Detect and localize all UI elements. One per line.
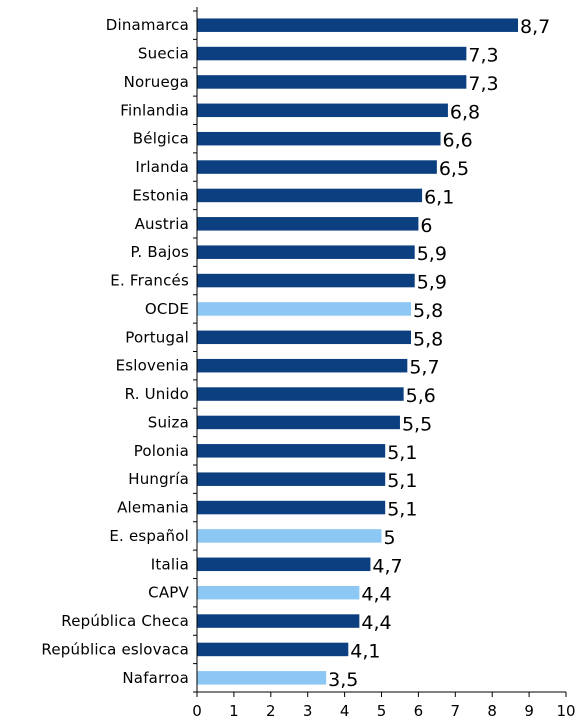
bar-polonia xyxy=(197,444,386,458)
bar-portugal xyxy=(197,330,412,345)
category-label: Eslovenia xyxy=(116,357,189,375)
value-label: 5,9 xyxy=(417,272,447,294)
bar-finlandia xyxy=(197,103,448,118)
value-label: 4,4 xyxy=(361,612,391,634)
bar-irlanda xyxy=(197,160,437,174)
bar-suecia xyxy=(197,46,467,61)
category-label: P. Bajos xyxy=(131,243,190,261)
value-label: 6,8 xyxy=(450,101,480,123)
value-label: 4,7 xyxy=(372,555,402,577)
category-label: OCDE xyxy=(145,300,189,318)
value-label: 5,8 xyxy=(413,328,443,350)
x-tick-label: 3 xyxy=(303,702,313,720)
category-label: Polonia xyxy=(134,442,189,460)
bar-suiza xyxy=(197,415,400,430)
bar-r-unido xyxy=(197,387,404,401)
bar-nafarroa xyxy=(197,671,327,685)
category-label: Dinamarca xyxy=(106,16,189,34)
category-label: R. Unido xyxy=(125,385,189,403)
category-label: E. Francés xyxy=(110,272,189,290)
category-label: Alemania xyxy=(117,499,189,517)
value-label: 5,8 xyxy=(413,300,443,322)
category-label: Finlandia xyxy=(120,101,189,119)
bar-estonia xyxy=(197,188,423,203)
bar-italia xyxy=(197,557,371,572)
x-tick-label: 2 xyxy=(266,702,276,720)
value-label: 6,6 xyxy=(443,130,473,152)
value-label: 4,1 xyxy=(350,640,380,662)
category-label: Austria xyxy=(135,215,189,233)
bar-república-eslovaca xyxy=(197,642,349,657)
x-tick-label: 1 xyxy=(229,702,239,720)
category-label: Hungría xyxy=(128,470,189,488)
bar-hungría xyxy=(197,472,386,486)
value-label: 5,7 xyxy=(409,357,439,379)
value-label: 5,1 xyxy=(387,470,417,492)
bar-ocde xyxy=(197,302,412,316)
value-label: 8,7 xyxy=(520,16,550,38)
value-label: 5,5 xyxy=(402,413,432,435)
value-label: 6,1 xyxy=(424,186,454,208)
value-label: 7,3 xyxy=(468,73,498,95)
category-label: República Checa xyxy=(61,612,189,630)
x-tick-label: 8 xyxy=(487,702,497,720)
x-tick-label: 7 xyxy=(451,702,461,720)
bar-e-español xyxy=(197,529,382,543)
category-label: Italia xyxy=(151,555,189,573)
value-label: 4,4 xyxy=(361,584,391,606)
category-labels-group: Dinamarca Suecia Noruega Finlandia Bélgica Ir… xyxy=(41,16,189,687)
bar-dinamarca xyxy=(197,18,519,32)
value-label: 6 xyxy=(420,215,432,237)
bar-p-bajos xyxy=(197,245,415,259)
value-label: 5,6 xyxy=(406,385,436,407)
x-tick-label: 10 xyxy=(556,702,575,720)
category-label: CAPV xyxy=(148,584,189,602)
bar-alemania xyxy=(197,500,386,515)
bar-noruega xyxy=(197,75,467,89)
bar-capv xyxy=(197,585,360,600)
bar-bélgica xyxy=(197,131,441,146)
value-label: 5 xyxy=(384,527,396,549)
value-labels-group: 8,7 7,3 7,3 6,8 6,6 6,5 6,1 6 5,9 5,9 5,8 5,8 5,7 5,6… xyxy=(328,16,550,691)
bar-austria xyxy=(197,217,419,231)
category-label: Irlanda xyxy=(135,158,189,176)
category-label: Noruega xyxy=(124,73,189,91)
value-label: 5,9 xyxy=(417,243,447,265)
category-label: E. español xyxy=(109,527,189,545)
value-label: 3,5 xyxy=(328,669,358,691)
x-tick-label: 4 xyxy=(340,702,350,720)
category-label: Nafarroa xyxy=(122,669,189,687)
bar-e-francés xyxy=(197,273,415,288)
category-label: Suiza xyxy=(148,413,189,431)
value-label: 5,1 xyxy=(387,442,417,464)
x-tick-label: 6 xyxy=(414,702,424,720)
value-label: 6,5 xyxy=(439,158,469,180)
bars-group xyxy=(197,18,519,685)
bar-eslovenia xyxy=(197,358,408,373)
category-label: Bélgica xyxy=(133,130,189,148)
category-label: República eslovaca xyxy=(41,640,189,658)
category-label: Suecia xyxy=(138,45,189,63)
category-label: Estonia xyxy=(132,186,189,204)
bar-república-checa xyxy=(197,614,360,628)
x-tick-label: 9 xyxy=(524,702,534,720)
value-label: 5,1 xyxy=(387,499,417,521)
value-label: 7,3 xyxy=(468,45,498,67)
x-tick-label: 5 xyxy=(377,702,387,720)
x-tick-label: 0 xyxy=(192,702,202,720)
axes-group: 0 1 2 3 4 5 6 7 8 9 10 xyxy=(192,7,576,720)
category-label: Portugal xyxy=(125,328,189,346)
